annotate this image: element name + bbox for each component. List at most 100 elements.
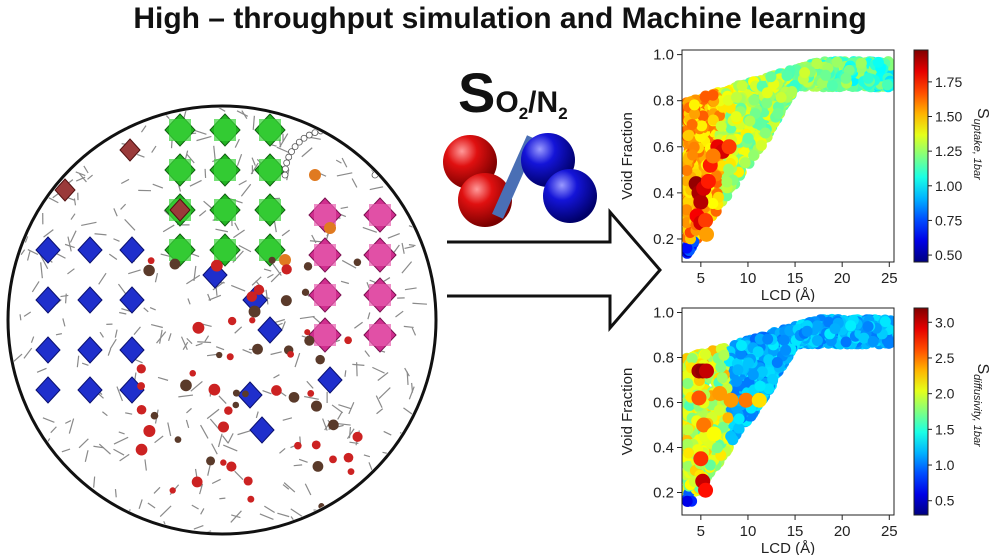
scatter-point xyxy=(683,447,695,459)
colorbar-label: Suptake, 1bar xyxy=(971,108,991,181)
colorbar-tick-label: 1.25 xyxy=(935,143,962,159)
x-tick-label: 20 xyxy=(834,270,851,287)
highlight-point xyxy=(700,173,716,189)
scatter-point xyxy=(731,91,742,103)
scatter-point xyxy=(840,336,852,348)
highlight-point xyxy=(698,213,714,229)
highlight-point xyxy=(721,139,737,155)
y-axis-label: Void Fraction xyxy=(619,112,636,200)
scatter-point xyxy=(730,111,742,123)
scatter-point xyxy=(682,195,694,207)
scatter-point xyxy=(748,149,760,161)
scatter-point xyxy=(752,346,764,358)
scatter-point xyxy=(845,320,857,332)
scatter-point xyxy=(704,459,716,471)
selectivity-denominator-sub: 2 xyxy=(558,104,568,123)
x-axis-label: LCD (Å) xyxy=(761,540,815,555)
selectivity-denominator: N xyxy=(536,86,559,119)
mof-structures-illustration xyxy=(6,104,438,536)
colorbar-tick-label: 2.5 xyxy=(935,350,955,366)
highlight-point xyxy=(751,392,767,408)
scatter-point xyxy=(759,127,771,139)
scatter-point xyxy=(682,438,693,450)
scatter-point xyxy=(747,369,759,381)
x-tick-label: 15 xyxy=(787,523,804,540)
highlight-point xyxy=(712,386,728,401)
scatter-point xyxy=(713,404,725,416)
scatter-point xyxy=(879,316,891,328)
scatter-point xyxy=(778,334,790,346)
scatter-point xyxy=(687,149,698,161)
scatter-point xyxy=(742,132,754,144)
scatter-point xyxy=(826,80,838,92)
scatter-point xyxy=(723,163,735,175)
highlight-point xyxy=(706,426,722,442)
scatter-point xyxy=(781,70,793,82)
scatter-point xyxy=(784,325,796,337)
x-axis-label: LCD (Å) xyxy=(761,287,815,302)
x-tick-label: 25 xyxy=(881,523,898,540)
scatter-point xyxy=(755,140,767,151)
scatter-point xyxy=(754,380,766,392)
highlight-point xyxy=(691,390,707,406)
scatter-point xyxy=(682,165,693,176)
colorbar-label: Sdiffusivity, 1bar xyxy=(971,364,991,449)
scatter-point xyxy=(715,120,727,132)
scatter-point xyxy=(707,89,719,101)
y-tick-label: 0.8 xyxy=(653,350,674,367)
y-tick-label: 0.4 xyxy=(653,440,674,457)
scatter-point xyxy=(763,354,775,366)
scatter-point xyxy=(682,424,694,436)
scatter-point xyxy=(735,348,747,360)
highlight-point xyxy=(738,392,754,408)
scatter-point xyxy=(686,353,698,364)
x-tick-label: 15 xyxy=(787,270,804,287)
scatter-point xyxy=(765,71,777,83)
scatter-point xyxy=(786,86,798,97)
figure-title: High – throughput simulation and Machine… xyxy=(133,2,867,35)
scatter-point xyxy=(883,337,894,349)
scatter-point xyxy=(696,120,708,132)
scatter-point xyxy=(711,442,723,454)
colorbar-tick-label: 1.50 xyxy=(935,109,962,125)
x-tick-label: 5 xyxy=(697,270,705,287)
scatter-point xyxy=(761,87,773,99)
highlight-point xyxy=(698,482,714,498)
scatter-point xyxy=(881,79,893,91)
highlight-point xyxy=(698,226,714,242)
scatter-point xyxy=(744,115,756,127)
scatter-point xyxy=(756,366,768,378)
scatter-point xyxy=(772,108,784,119)
plot-frame xyxy=(681,307,895,516)
scatter-point xyxy=(801,325,813,337)
selectivity-numerator-sub: 2 xyxy=(518,104,529,123)
scatter-point xyxy=(722,412,734,424)
scatter-point xyxy=(736,80,748,92)
y-tick-label: 1.0 xyxy=(653,47,674,64)
scatter-point xyxy=(840,72,852,84)
scatter-point xyxy=(700,348,711,360)
scatter-point xyxy=(780,344,792,356)
scatter-point xyxy=(727,434,739,446)
scatter-point xyxy=(697,110,709,122)
colorbar-tick-label: 0.5 xyxy=(935,493,955,509)
y-tick-label: 0.8 xyxy=(653,93,674,110)
scatter-point xyxy=(743,357,754,369)
scatter-point xyxy=(763,383,775,395)
scatter-point xyxy=(731,375,743,387)
scatter-point xyxy=(733,422,745,434)
colorbar-tick-label: 0.75 xyxy=(935,212,962,228)
colorbar xyxy=(913,307,929,516)
scatter-point xyxy=(811,335,823,346)
highlight-point xyxy=(698,363,714,379)
scatter-point xyxy=(689,108,700,120)
colorbar-tick-label: 1.0 xyxy=(935,457,955,473)
scatter-point xyxy=(715,361,727,373)
scatter-point xyxy=(748,94,760,106)
colorbar-tick-label: 0.50 xyxy=(935,247,962,263)
highlight-point xyxy=(696,417,712,433)
x-tick-label: 20 xyxy=(834,523,851,540)
diffusivity-selectivity-chart: 5 10 15 20 25 0.2 0.4 0.6 0.8 1.0 LCD (Å) Void Frac… xyxy=(619,305,991,555)
scatter-point xyxy=(682,495,693,507)
highlight-point xyxy=(693,194,709,210)
